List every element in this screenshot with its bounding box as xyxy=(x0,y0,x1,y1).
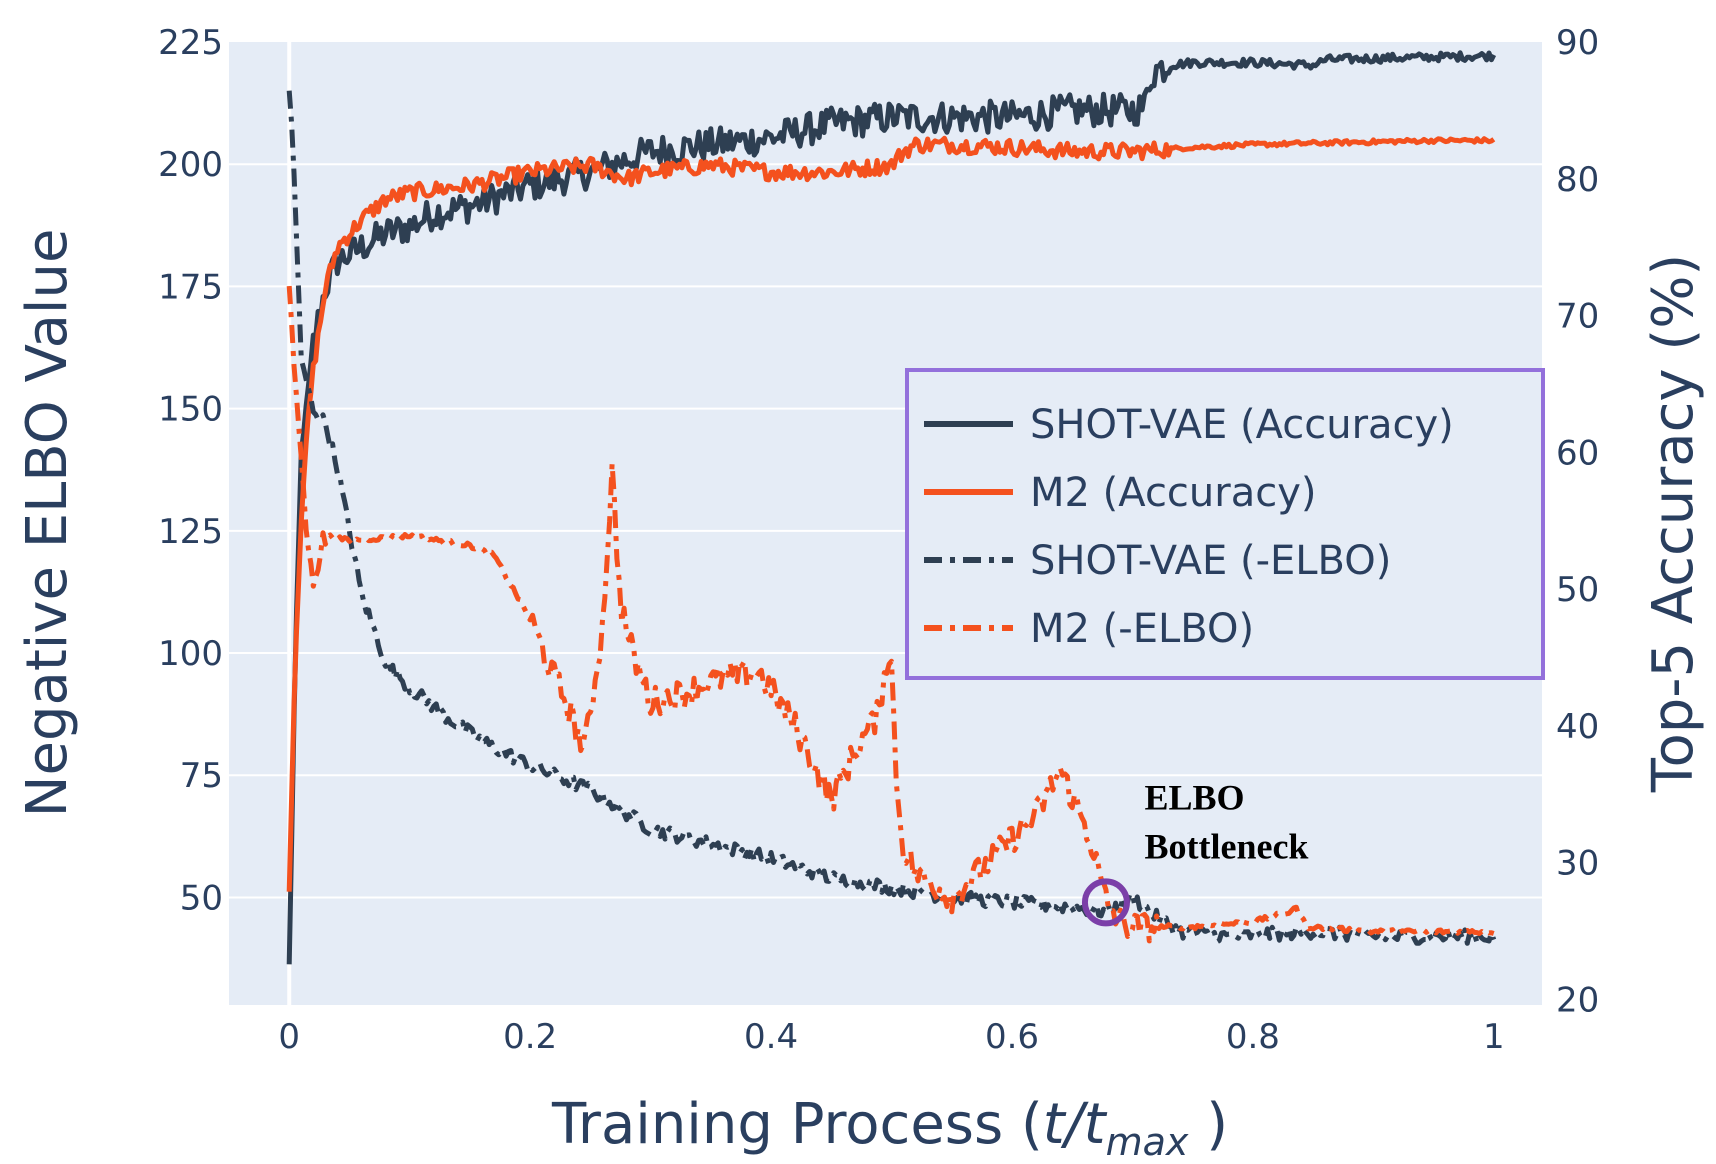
x-tick-label: 0.2 xyxy=(503,1017,557,1057)
y-left-tick-label: 125 xyxy=(158,512,223,552)
y-left-tick-label: 225 xyxy=(158,23,223,63)
bottleneck-circle xyxy=(1081,878,1130,927)
annotation-layer: ELBO Bottleneck xyxy=(1144,777,1308,866)
y-left-tick-label: 150 xyxy=(158,390,223,430)
y-left-tick-label: 100 xyxy=(158,634,223,674)
marker-layer xyxy=(1081,878,1130,927)
y-left-tick-label: 200 xyxy=(158,145,223,185)
y-right-tick-label: 20 xyxy=(1556,981,1599,1021)
x-title-t: t xyxy=(1043,1092,1067,1157)
y-left-tick-label: 50 xyxy=(180,878,223,918)
legend-label-2: SHOT-VAE (-ELBO) xyxy=(1030,538,1391,584)
y-left-axis-title: Negative ELBO Value xyxy=(15,229,80,818)
annotation-text: Bottleneck xyxy=(1144,826,1308,866)
legend-label-1: M2 (Accuracy) xyxy=(1030,470,1317,516)
x-title-sub: max xyxy=(1106,1120,1189,1164)
y-right-tick-label: 30 xyxy=(1556,844,1599,884)
x-title-t2: t xyxy=(1084,1092,1108,1157)
y-right-tick-label: 80 xyxy=(1556,160,1599,200)
x-axis-title: Training Process (t/tmax ) xyxy=(551,1092,1228,1164)
legend-label-3: M2 (-ELBO) xyxy=(1030,606,1254,652)
x-tick-label: 0.4 xyxy=(744,1017,798,1057)
y-left-tick-label: 175 xyxy=(158,267,223,307)
x-tick-label: 0.8 xyxy=(1226,1017,1280,1057)
y-right-tick-label: 70 xyxy=(1556,297,1599,337)
y-right-tick-label: 60 xyxy=(1556,433,1599,473)
series-line-3 xyxy=(286,285,1495,944)
series-line-0 xyxy=(286,50,1497,965)
legend: SHOT-VAE (Accuracy) M2 (Accuracy) SHOT-VAE… xyxy=(905,368,1545,680)
series-line-2 xyxy=(286,90,1497,946)
x-tick-label: 0.6 xyxy=(985,1017,1039,1057)
x-title-prefix: Training Process ( xyxy=(551,1092,1043,1157)
y-left-tick-label: 75 xyxy=(180,756,223,796)
series-layer xyxy=(286,50,1497,965)
tick-labels: 0 0.2 0.4 0.6 0.8 150751001251501752002252030… xyxy=(158,23,1599,1057)
x-tick-label: 1 xyxy=(1483,1017,1505,1057)
y-right-tick-label: 50 xyxy=(1556,570,1599,610)
series-line-1 xyxy=(286,135,1496,892)
x-title-suffix: ) xyxy=(1188,1092,1228,1157)
grid-lines xyxy=(229,163,1542,899)
y-right-tick-label: 90 xyxy=(1556,23,1599,63)
y-right-tick-label: 40 xyxy=(1556,707,1599,747)
y-right-axis-title: Top-5 Accuracy (%) xyxy=(1641,254,1706,794)
annotation-text: ELBO xyxy=(1144,777,1244,817)
legend-label-0: SHOT-VAE (Accuracy) xyxy=(1030,402,1454,448)
x-tick-label: 0 xyxy=(278,1017,300,1057)
